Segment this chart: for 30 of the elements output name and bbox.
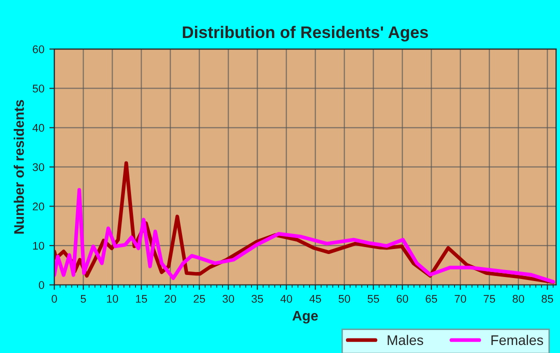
x-tick-label: 25: [194, 294, 206, 303]
x-tick-label: 35: [252, 294, 264, 303]
x-tick-label: 70: [454, 294, 466, 303]
y-tick-label: 50: [32, 84, 44, 93]
x-tick-label: 10: [106, 294, 118, 303]
x-tick-label: 5: [80, 295, 86, 303]
x-tick-label: 85: [542, 294, 554, 303]
y-tick-label: 10: [33, 242, 44, 250]
x-tick-label: 0: [52, 294, 57, 303]
y-tick-label: 20: [32, 202, 44, 210]
x-tick-label: 30: [222, 294, 234, 303]
x-tick-label: 80: [512, 294, 524, 303]
x-tick-label: 15: [136, 295, 148, 303]
x-tick-label: 45: [309, 295, 322, 303]
x-tick-label: 55: [368, 295, 380, 303]
y-axis-title: Number of residents: [14, 100, 24, 234]
chart-title: Distribution of Residents' Ages: [182, 26, 428, 42]
y-tick-label: 60: [32, 45, 44, 54]
x-tick-label: 20: [164, 294, 176, 303]
legend-label: Males: [388, 334, 424, 346]
x-tick-label: 40: [280, 294, 292, 303]
y-tick-label: 30: [32, 163, 44, 172]
legend-label: Females: [491, 334, 544, 346]
x-tick-label: 60: [396, 294, 408, 303]
x-tick-label: 50: [338, 294, 350, 303]
x-tick-label: 75: [484, 295, 496, 303]
x-axis-title: Age: [292, 310, 318, 324]
y-tick-label: 40: [32, 124, 44, 132]
y-tick-label: 0: [38, 281, 44, 290]
x-tick-label: 65: [426, 294, 438, 303]
